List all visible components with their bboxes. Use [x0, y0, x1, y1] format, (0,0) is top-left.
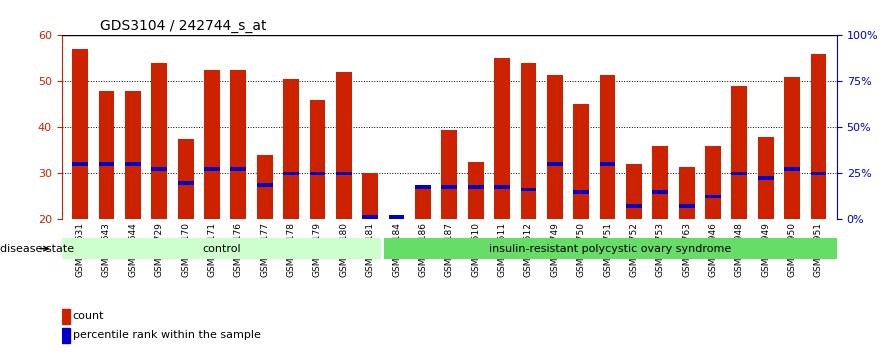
Bar [152, 63, 167, 219]
Bar [678, 166, 694, 219]
Bar [811, 54, 826, 219]
Bar [468, 185, 484, 189]
Bar [283, 79, 299, 219]
Bar [283, 172, 299, 175]
Bar [178, 181, 194, 184]
Bar [204, 167, 220, 171]
Bar [705, 146, 721, 219]
Bar [441, 130, 457, 219]
Bar [574, 104, 589, 219]
Text: percentile rank within the sample: percentile rank within the sample [72, 330, 261, 341]
Bar [125, 91, 141, 219]
Text: control: control [203, 244, 241, 254]
Bar [389, 215, 404, 219]
Bar [256, 183, 272, 187]
Text: count: count [72, 311, 104, 321]
Bar [521, 188, 537, 192]
Bar [231, 167, 247, 171]
Bar [731, 86, 747, 219]
Bar [731, 172, 747, 175]
FancyBboxPatch shape [384, 238, 837, 259]
Bar [62, 328, 70, 343]
Bar [415, 185, 431, 219]
Bar [652, 190, 668, 194]
Bar [626, 204, 642, 207]
Bar [468, 162, 484, 219]
Bar [494, 58, 510, 219]
Bar [758, 137, 774, 219]
Bar [125, 162, 141, 166]
Bar [336, 72, 352, 219]
Text: insulin-resistant polycystic ovary syndrome: insulin-resistant polycystic ovary syndr… [489, 244, 731, 254]
Bar [72, 49, 88, 219]
Bar [705, 195, 721, 198]
Bar [521, 63, 537, 219]
Bar [784, 77, 800, 219]
Bar [626, 164, 642, 219]
Bar [758, 176, 774, 180]
Bar [574, 190, 589, 194]
FancyBboxPatch shape [62, 238, 381, 259]
Bar [415, 185, 431, 189]
Bar [652, 146, 668, 219]
Bar [256, 155, 272, 219]
Bar [678, 204, 694, 207]
Bar [600, 74, 616, 219]
Bar [99, 162, 115, 166]
Bar [309, 172, 325, 175]
Bar [72, 162, 88, 166]
Text: disease state: disease state [0, 244, 74, 254]
Bar [204, 70, 220, 219]
Bar [362, 173, 378, 219]
Bar [178, 139, 194, 219]
Bar [784, 167, 800, 171]
Bar [152, 167, 167, 171]
Bar [336, 172, 352, 175]
Bar [362, 215, 378, 219]
Bar [600, 162, 616, 166]
Text: GDS3104 / 242744_s_at: GDS3104 / 242744_s_at [100, 19, 267, 33]
Bar [547, 162, 563, 166]
Bar [231, 70, 247, 219]
Bar [309, 100, 325, 219]
Bar [99, 91, 115, 219]
Bar [62, 309, 70, 324]
Bar [811, 172, 826, 175]
Bar [547, 74, 563, 219]
Bar [389, 215, 404, 219]
Bar [494, 185, 510, 189]
Bar [441, 185, 457, 189]
